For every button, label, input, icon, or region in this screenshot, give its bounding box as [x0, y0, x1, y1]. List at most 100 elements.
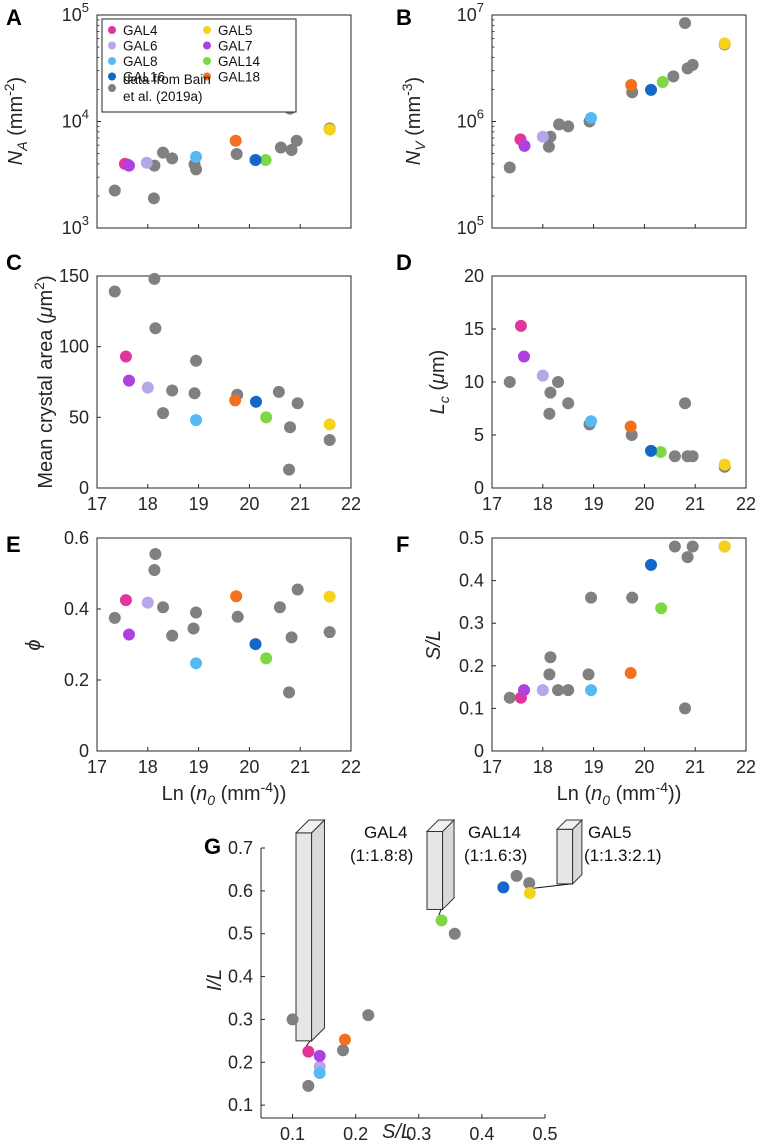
crystal-box-front-gal5: [556, 828, 574, 885]
point-gal18-g: [338, 1033, 351, 1046]
annotation-name-gal5: GAL5: [588, 823, 631, 842]
legend-marker-gal5: [203, 26, 211, 34]
point-gal16-a: [249, 154, 262, 167]
x-tick-label-e: 20: [239, 757, 259, 777]
panel-label-g: G: [204, 834, 221, 859]
y-tick-label-g: 0.5: [228, 924, 253, 944]
point-bain-c: [157, 407, 170, 420]
point-bain-d: [679, 397, 692, 410]
crystal-box-side-gal5: [572, 818, 583, 886]
point-gal7-c: [123, 374, 136, 387]
legend-label-gal18: GAL18: [218, 70, 260, 85]
point-bain-a: [290, 134, 303, 147]
legend-label-gal5: GAL5: [218, 23, 253, 38]
point-bain-b: [553, 118, 566, 131]
point-bain-a: [147, 192, 160, 205]
y-tick-label-c: 50: [69, 407, 89, 427]
point-gal8-f: [585, 684, 598, 697]
point-bain-b: [686, 58, 699, 71]
y-tick-label-f: 0.3: [459, 613, 484, 633]
point-gal6-e: [141, 596, 154, 609]
point-bain-f: [681, 551, 694, 564]
point-bain-c: [284, 421, 297, 434]
point-gal14-g: [435, 914, 448, 927]
legend-marker-bain: [108, 84, 116, 92]
legend-marker-gal7: [203, 41, 211, 50]
point-gal14-f: [655, 602, 668, 615]
y-tick-label-f: 0.2: [459, 656, 484, 676]
crystal-box-front-gal4: [295, 832, 313, 1042]
annotation-name-gal14: GAL14: [468, 823, 521, 842]
point-gal16-e: [249, 638, 262, 651]
point-gal14-c: [260, 411, 273, 424]
legend-label-gal14: GAL14: [218, 54, 261, 69]
point-bain-e: [273, 601, 286, 614]
x-tick-label-c: 20: [239, 494, 259, 514]
plot-area-b: [491, 14, 747, 229]
point-bain-e: [323, 626, 336, 639]
y-tick-label-e: 0.6: [64, 528, 89, 548]
point-bain-c: [148, 272, 161, 285]
x-tick-label-c: 22: [341, 494, 361, 514]
point-gal6-a: [140, 156, 153, 169]
legend-box: [101, 18, 297, 113]
crystal-box-side-gal4: [311, 818, 325, 1043]
x-tick-label-f: 22: [736, 757, 756, 777]
point-bain-d: [503, 376, 516, 388]
y-tick-label-a: 105: [62, 0, 89, 25]
legend-marker-gal16: [108, 72, 116, 81]
x-tick-label-f: 18: [533, 757, 553, 777]
point-bain-d: [668, 450, 681, 463]
point-bain-g: [302, 1079, 315, 1092]
crystal-box-side-gal14: [442, 818, 455, 911]
point-bain-g: [448, 927, 461, 940]
point-gal4-c: [119, 350, 132, 363]
point-gal7-a: [123, 159, 136, 172]
plot-frame-g: [260, 848, 545, 1119]
x-tick-label-g: 0.4: [469, 1124, 494, 1142]
point-bain-g: [510, 869, 523, 882]
point-gal7-b: [518, 139, 531, 152]
x-tick-label-f: 19: [584, 757, 604, 777]
y-axis-label-b: NV (mm-3): [399, 77, 428, 165]
x-tick-label-f: 20: [634, 757, 654, 777]
y-tick-label-c: 150: [59, 266, 89, 286]
y-tick-label-b: 105: [457, 213, 484, 238]
point-gal18-e: [230, 590, 243, 603]
x-tick-label-g: 0.5: [532, 1124, 557, 1142]
point-bain-a: [230, 148, 243, 161]
point-bain-f: [668, 540, 681, 553]
x-axis-label-g: S/L: [382, 1121, 412, 1142]
y-tick-label-d: 5: [474, 425, 484, 445]
point-bain-e: [166, 629, 179, 642]
point-gal18-c: [229, 394, 242, 407]
point-bain-g: [286, 1013, 299, 1026]
point-bain-f: [582, 668, 595, 681]
point-gal16-f: [645, 558, 658, 571]
point-bain-g: [523, 877, 536, 890]
point-gal6-d: [536, 369, 549, 382]
legend: GAL4 GAL5 GAL6 GAL7 GAL8 GAL14 GAL16 GAL18 data…: [101, 18, 297, 113]
crystal-box-top-gal14: [425, 819, 456, 832]
point-bain-a: [285, 144, 298, 157]
point-bain-a: [108, 184, 121, 197]
point-bain-e: [190, 606, 203, 619]
x-axis-label-f: Ln (n0 (mm-4)): [557, 779, 682, 808]
point-bain-f: [626, 591, 639, 604]
y-tick-label-f: 0.4: [459, 571, 484, 591]
y-tick-label-e: 0.4: [64, 599, 89, 619]
y-tick-label-g: 0.2: [228, 1052, 253, 1072]
y-tick-label-f: 0: [474, 741, 484, 761]
point-bain-d: [562, 397, 575, 410]
x-tick-label-e: 19: [189, 757, 209, 777]
point-bain-e: [187, 622, 200, 635]
panel-label-d: D: [396, 250, 412, 275]
x-tick-label-e: 18: [138, 757, 158, 777]
legend-marker-gal4: [108, 26, 116, 34]
panel-c: C Mean crystal area (μm2) 17 18 19 20 21 22 0 5…: [6, 250, 361, 514]
point-bain-e: [149, 547, 162, 560]
point-bain-d: [544, 386, 557, 399]
x-tick-label-d: 18: [533, 494, 553, 514]
point-gal14-e: [260, 652, 273, 665]
